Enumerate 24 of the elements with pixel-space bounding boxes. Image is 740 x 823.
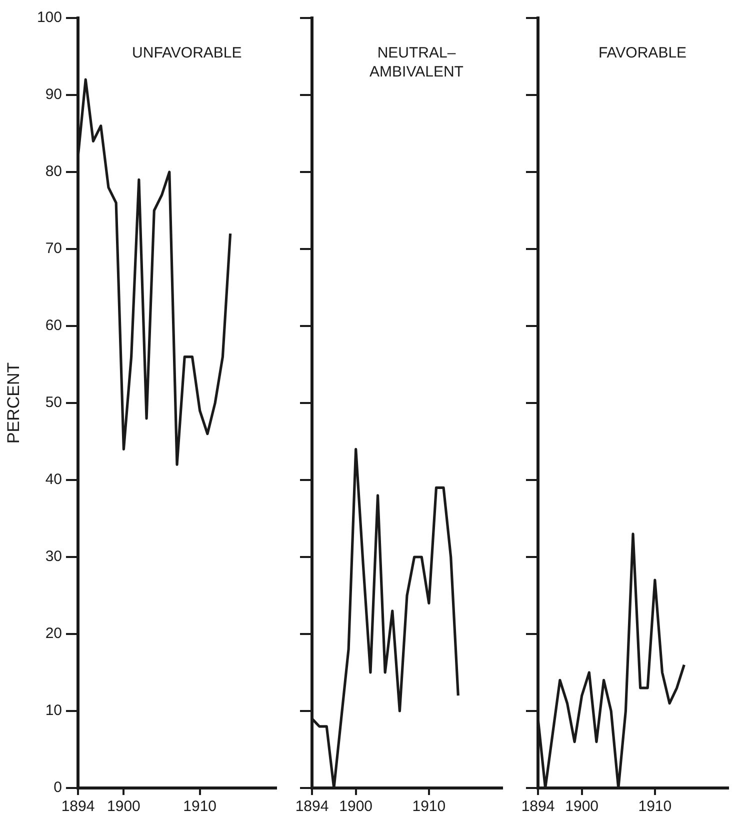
y-tick-label: 50 (45, 394, 62, 412)
x-tick-label: 1894 (61, 798, 95, 816)
x-tick-label: 1910 (638, 798, 672, 816)
y-axis-title: PERCENT (4, 362, 23, 444)
y-tick-label: 90 (45, 86, 62, 104)
x-tick-label: 1900 (339, 798, 373, 816)
y-tick-label: 80 (45, 163, 62, 180)
y-tick-label: 60 (45, 317, 62, 334)
y-tick-label: 30 (45, 548, 62, 566)
x-tick-label: 1900 (565, 798, 599, 816)
x-tick-label: 1894 (521, 798, 555, 816)
y-tick-label: 70 (45, 240, 62, 258)
y-tick-label: 20 (45, 625, 62, 642)
text: FAVORABLE (598, 44, 687, 62)
y-tick-label: 40 (45, 471, 62, 488)
x-tick-label: 1900 (107, 798, 140, 816)
x-tick-label: 1910 (183, 798, 217, 816)
y-tick-label: 0 (54, 779, 62, 796)
y-tick-label: 10 (45, 702, 62, 720)
x-tick-label: 1894 (295, 798, 329, 816)
x-tick-label: 1910 (412, 798, 446, 816)
text: UNFAVORABLE (132, 44, 242, 62)
y-tick-label: 100 (36, 9, 62, 26)
text: NEUTRAL– AMBIVALENT (370, 44, 464, 81)
